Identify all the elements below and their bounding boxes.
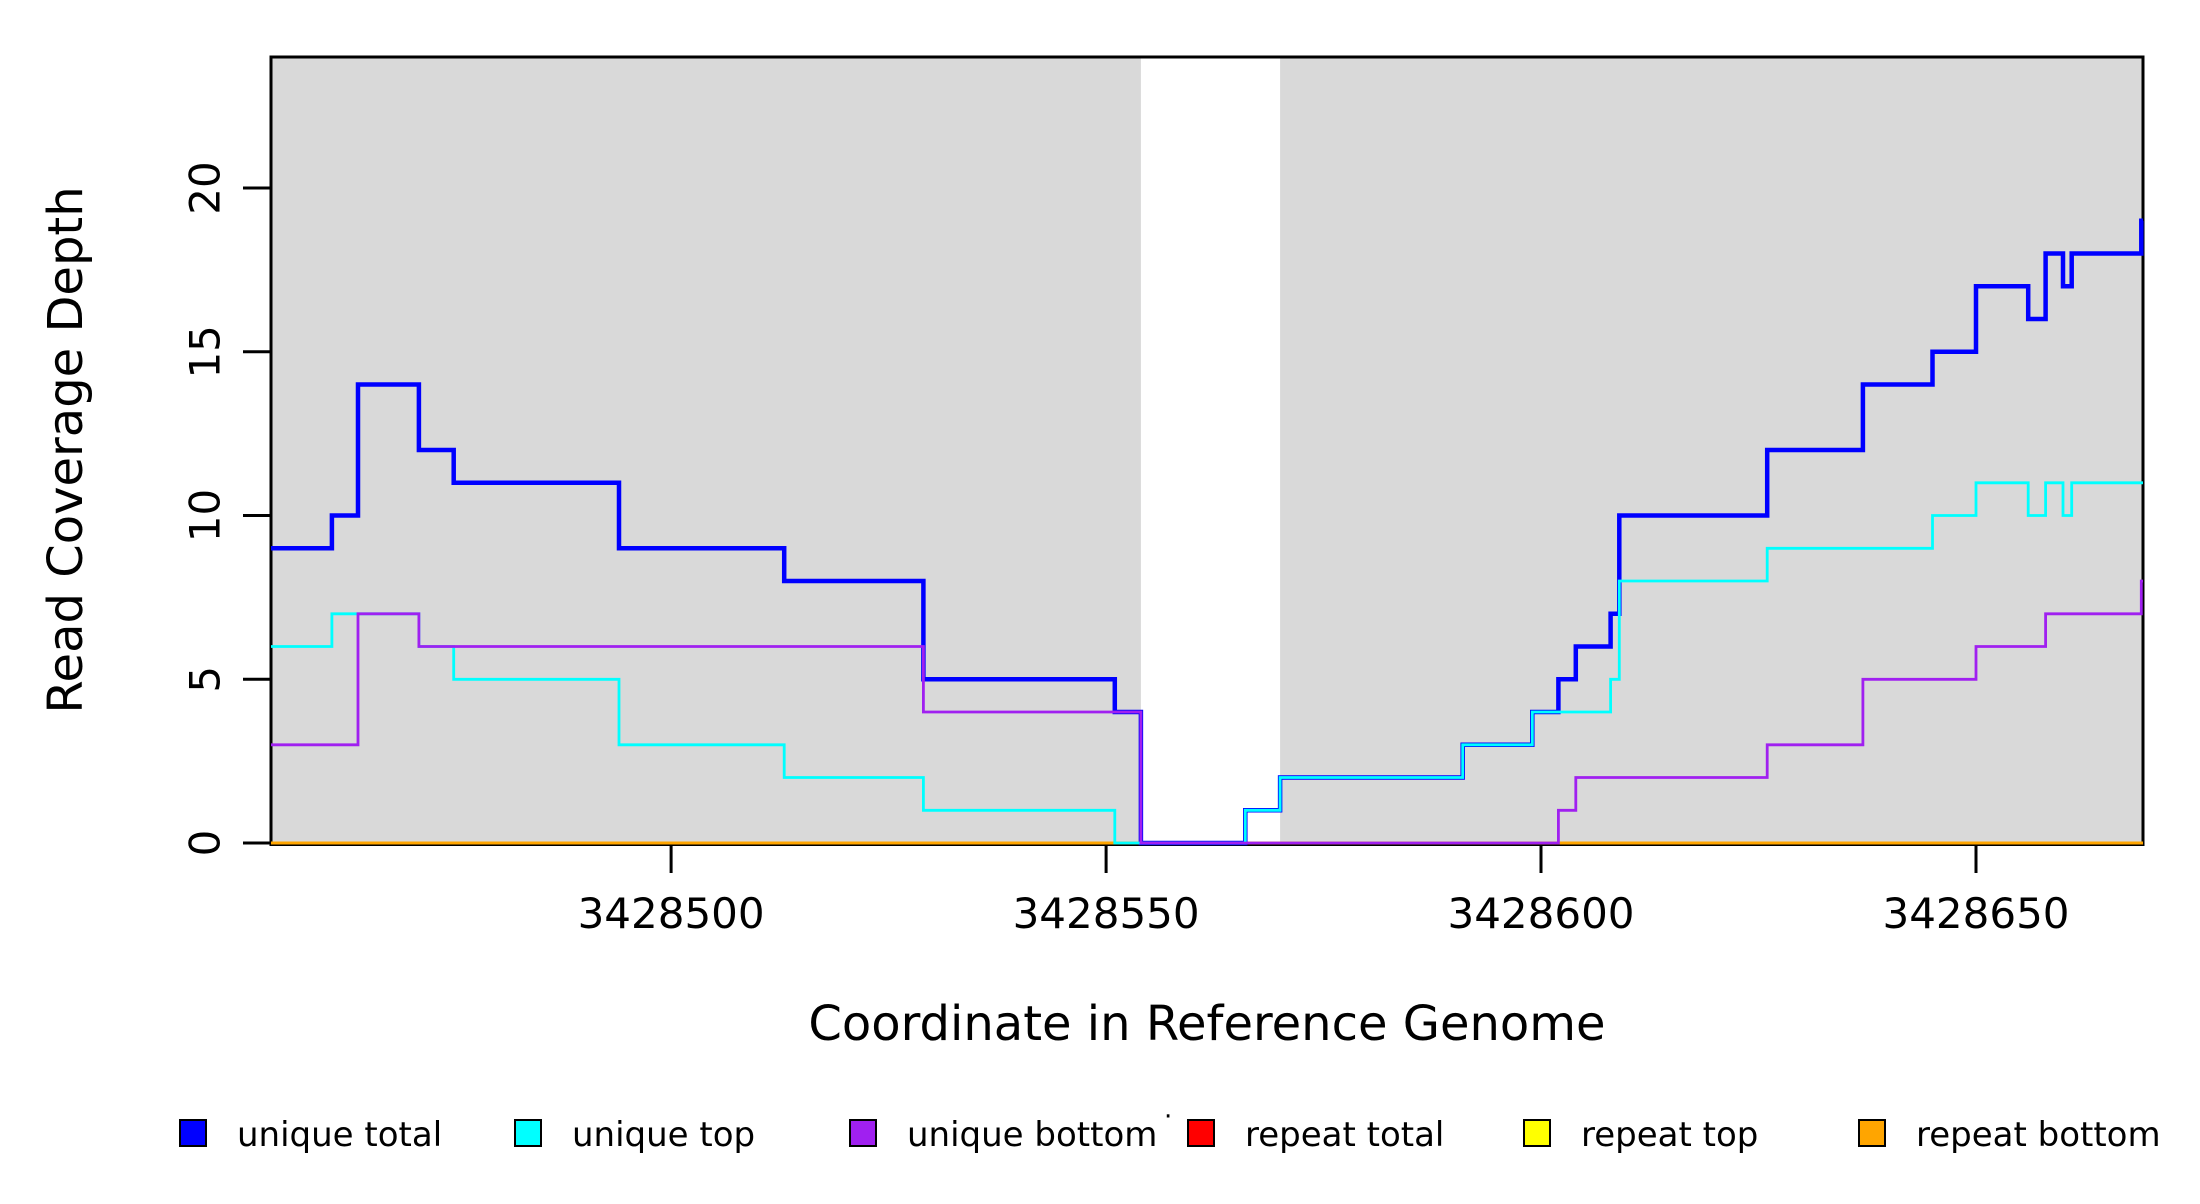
y-tick-label: 10 [181, 489, 230, 542]
legend-swatch-repeat-bottom [1858, 1119, 1886, 1147]
x-axis-title: Coordinate in Reference Genome [808, 996, 1605, 1052]
shaded-regions [271, 57, 2143, 846]
y-tick-label: 0 [181, 830, 230, 857]
stray-mark: · [1164, 1102, 1172, 1132]
shaded-region [271, 57, 1141, 846]
legend-label-unique-total: unique total [237, 1115, 442, 1155]
series-line-unique-top [271, 481, 2143, 845]
legend-swatch-unique-top [514, 1119, 542, 1147]
legend-label-repeat-total: repeat total [1245, 1115, 1444, 1155]
legend-label-repeat-bottom: repeat bottom [1916, 1115, 2161, 1155]
legend-swatch-repeat-top [1523, 1119, 1551, 1147]
legend-label-repeat-top: repeat top [1581, 1115, 1758, 1155]
series-lines [271, 218, 2144, 846]
x-tick-label: 3428500 [578, 889, 765, 938]
legend-swatch-unique-bottom [849, 1119, 877, 1147]
legend-swatch-unique-total [179, 1119, 207, 1147]
y-tick-label: 20 [181, 161, 230, 214]
legend-label-unique-bottom: unique bottom [907, 1115, 1157, 1155]
legend-swatch-repeat-total [1187, 1119, 1215, 1147]
y-axis-title: Read Coverage Depth [38, 186, 94, 713]
series-line-unique-bottom [271, 579, 2143, 845]
y-tick-label: 15 [181, 325, 230, 378]
x-tick-label: 3428600 [1447, 889, 1634, 938]
x-tick-label: 3428650 [1882, 889, 2069, 938]
y-tick-label: 5 [181, 666, 230, 693]
axes-ticks: 3428500 3428550 3428600 3428650 0 5 10 15 20 [181, 161, 2070, 938]
legend-label-unique-top: unique top [572, 1115, 755, 1155]
x-tick-label: 3428550 [1013, 889, 1200, 938]
shaded-region [1280, 57, 2143, 846]
legend: unique total unique top unique bottom repea… [179, 1102, 2161, 1155]
